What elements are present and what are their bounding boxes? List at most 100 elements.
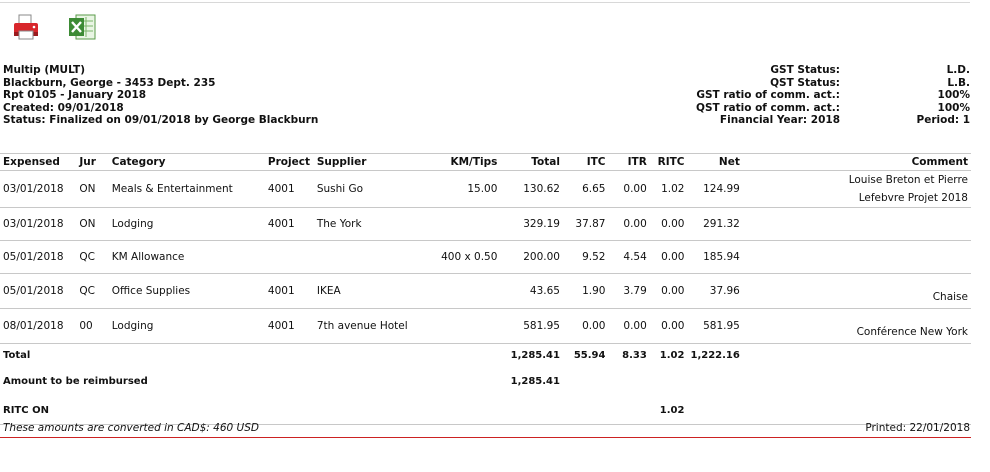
cell-supplier: IKEA <box>313 273 439 309</box>
currency-note: These amounts are converted in CAD$: 460… <box>3 422 259 434</box>
cell-project: 4001 <box>264 207 314 241</box>
cell-itc: 0.00 <box>562 308 609 344</box>
cell-net: 37.96 <box>687 273 743 309</box>
cell-supplier: 7th avenue Hotel <box>313 308 439 344</box>
qst-status-label: QST Status: <box>770 76 840 89</box>
table-row: 05/01/2018 QC KM Allowance 400 x 0.50 20… <box>0 240 971 274</box>
table-row: 08/01/2018 00 Lodging 4001 7th avenue Ho… <box>0 308 971 344</box>
cell-project: 4001 <box>264 273 314 309</box>
col-ritc: RITC <box>649 153 688 171</box>
excel-icon <box>69 14 96 40</box>
reimburse-row: Amount to be reimbursed 1,285.41 <box>0 366 971 396</box>
col-km-tips: KM/Tips <box>438 153 501 171</box>
col-itr: ITR <box>608 153 650 171</box>
cell-ritc: 0.00 <box>649 273 688 309</box>
excel-export-button[interactable] <box>64 10 100 44</box>
cell-itr: 0.00 <box>608 308 650 344</box>
employee-name: Blackburn, George - 3453 Dept. 235 <box>3 76 216 89</box>
table-row: 05/01/2018 QC Office Supplies 4001 IKEA … <box>0 273 971 309</box>
cell-km-tips <box>438 308 501 344</box>
col-total: Total <box>500 153 563 171</box>
total-label: Total <box>3 349 31 361</box>
cell-category: KM Allowance <box>108 240 265 274</box>
col-itc: ITC <box>562 153 609 171</box>
gst-status-label: GST Status: <box>770 64 840 76</box>
cell-net: 581.95 <box>687 308 743 344</box>
cell-jur: 00 <box>76 308 109 344</box>
cell-expensed: 03/01/2018 <box>0 170 77 208</box>
cell-supplier: The York <box>313 207 439 241</box>
table-row: 03/01/2018 ON Lodging 4001 The York 329.… <box>0 207 971 241</box>
ritc-on-row: RITC ON 1.02 <box>0 396 971 425</box>
cell-itc: 1.90 <box>562 273 609 309</box>
cell-ritc: 1.02 <box>649 170 688 208</box>
cell-comment <box>742 240 971 274</box>
cell-supplier: Sushi Go <box>313 170 439 208</box>
cell-km-tips: 400 x 0.50 <box>438 240 501 274</box>
report-number: Rpt 0105 - January 2018 <box>3 89 147 102</box>
cell-net: 185.94 <box>687 240 743 274</box>
cell-itr: 4.54 <box>608 240 650 274</box>
cell-total: 581.95 <box>500 308 563 344</box>
company-name: Multip (MULT) <box>3 64 86 76</box>
cell-jur: ON <box>76 207 109 241</box>
gst-ratio-label: GST ratio of comm. act.: <box>696 89 840 102</box>
cell-total: 329.19 <box>500 207 563 241</box>
total-ritc: 1.02 <box>659 349 685 361</box>
gst-status-value: L.D. <box>946 64 970 76</box>
gst-ratio-value: 100% <box>937 89 970 102</box>
cell-comment <box>742 207 971 241</box>
cell-km-tips <box>438 273 501 309</box>
col-expensed: Expensed <box>0 153 77 171</box>
cell-net: 124.99 <box>687 170 743 208</box>
cell-ritc: 0.00 <box>649 240 688 274</box>
reimburse-total: 1,285.41 <box>510 375 560 387</box>
col-category: Category <box>108 153 265 171</box>
report-header-left: Multip (MULT) Blackburn, George - 3453 D… <box>3 64 318 127</box>
cell-jur: ON <box>76 170 109 208</box>
cell-total: 200.00 <box>500 240 563 274</box>
cell-expensed: 05/01/2018 <box>0 240 77 274</box>
cell-expensed: 03/01/2018 <box>0 207 77 241</box>
report-status: Status: Finalized on 09/01/2018 by Georg… <box>3 114 319 127</box>
col-supplier: Supplier <box>313 153 439 171</box>
created-date: Created: 09/01/2018 <box>3 101 124 114</box>
cell-itc: 37.87 <box>562 207 609 241</box>
col-project: Project <box>264 153 314 171</box>
cell-ritc: 0.00 <box>649 207 688 241</box>
cell-project <box>264 240 314 274</box>
cell-supplier <box>313 240 439 274</box>
cell-comment: Louise Breton et Pierre Lefebvre Projet … <box>742 170 971 208</box>
col-jur: Jur <box>76 153 109 171</box>
qst-ratio-value: 100% <box>937 101 970 114</box>
top-divider <box>0 2 970 3</box>
reimburse-label: Amount to be reimbursed <box>3 375 148 387</box>
cell-project: 4001 <box>264 308 314 344</box>
cell-comment: Chaise <box>742 273 971 309</box>
cell-project: 4001 <box>264 170 314 208</box>
cell-itr: 0.00 <box>608 207 650 241</box>
financial-year: Financial Year: 2018 <box>719 114 840 127</box>
cell-jur: QC <box>76 273 109 309</box>
cell-category: Lodging <box>108 207 265 241</box>
report-header-values: L.D. L.B. 100% 100% Period: 1 <box>880 64 970 127</box>
col-comment: Comment <box>742 153 971 171</box>
total-net: 1,222.16 <box>690 349 740 361</box>
cell-category: Lodging <box>108 308 265 344</box>
cell-total: 43.65 <box>500 273 563 309</box>
cell-category: Office Supplies <box>108 273 265 309</box>
total-row: Total 1,285.41 55.94 8.33 1.02 1,222.16 <box>0 344 971 367</box>
total-itr: 8.33 <box>622 349 647 361</box>
report-footer: These amounts are converted in CAD$: 460… <box>0 421 971 438</box>
cell-comment: Conférence New York <box>742 308 971 344</box>
col-net: Net <box>687 153 743 171</box>
cell-itc: 9.52 <box>562 240 609 274</box>
expense-table: Expensed Jur Category Project Supplier K… <box>0 153 971 425</box>
qst-ratio-label: QST ratio of comm. act.: <box>696 101 840 114</box>
print-button[interactable] <box>8 10 44 44</box>
cell-total: 130.62 <box>500 170 563 208</box>
cell-itr: 3.79 <box>608 273 650 309</box>
period: Period: 1 <box>916 114 970 127</box>
cell-itr: 0.00 <box>608 170 650 208</box>
table-row: 03/01/2018 ON Meals & Entertainment 4001… <box>0 170 971 208</box>
